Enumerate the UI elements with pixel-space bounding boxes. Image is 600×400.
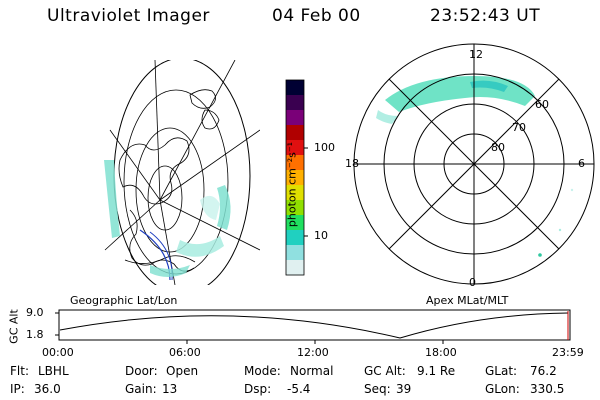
mode-label: Mode:: [244, 364, 281, 378]
glon-label: GLon:: [485, 382, 520, 396]
header-time: 23:52:43 UT: [430, 6, 541, 26]
colorbar-block: [286, 140, 304, 156]
colorbar-block: [286, 110, 304, 126]
dsp-value: -5.4: [287, 382, 311, 396]
colorbar-block: [286, 95, 304, 111]
altitude-ylabel: GC Alt: [7, 309, 21, 344]
lat-label-60: 60: [535, 98, 549, 111]
mlt-label-12: 12: [469, 48, 483, 61]
ip-label: IP:: [10, 382, 25, 396]
geographic-label: Geographic Lat/Lon: [70, 294, 178, 307]
colorbar-unit-label: photon cm⁻²s⁻¹: [285, 141, 299, 228]
gc-alt-label: GC Alt:: [364, 364, 406, 378]
color-bar: [285, 79, 308, 276]
door-label: Door:: [125, 364, 158, 378]
glon-value: 330.5: [530, 382, 565, 396]
flt-value: LBHL: [38, 364, 69, 378]
instrument-title: Ultraviolet Imager: [47, 6, 210, 26]
xtick-1800: 18:00: [425, 346, 457, 359]
colorbar-block: [286, 170, 304, 186]
colorbar-block: [286, 260, 304, 276]
lat-label-70: 70: [512, 121, 526, 134]
colorbar-block: [286, 155, 304, 171]
gc-alt-value: 9.1 Re: [417, 364, 456, 378]
colorbar-block: [286, 245, 304, 261]
xtick-0600: 06:00: [169, 346, 201, 359]
xtick-1200: 12:00: [297, 346, 329, 359]
colorbar-block: [286, 230, 304, 246]
xtick-0000: 00:00: [42, 346, 74, 359]
altitude-ytick-9: 9.0: [26, 306, 44, 319]
mlt-label-6: 6: [578, 157, 585, 170]
geographic-map: [104, 60, 260, 285]
lat-label-80: 80: [491, 141, 505, 154]
glat-label: GLat:: [485, 364, 518, 378]
mlt-label-18: 18: [345, 157, 359, 170]
altitude-plot: [55, 309, 571, 344]
colorbar-tick-10: 10: [314, 229, 328, 242]
glat-value: 76.2: [530, 364, 557, 378]
altitude-ytick-1-8: 1.8: [26, 328, 44, 341]
gain-value: 13: [162, 382, 178, 396]
mlt-label-0: 0: [469, 276, 476, 289]
seq-value: 39: [396, 382, 412, 396]
colorbar-tick-100: 100: [314, 141, 335, 154]
colorbar-block: [286, 185, 304, 201]
door-value: Open: [166, 364, 199, 378]
polar-plot: [353, 43, 595, 285]
mode-value: Normal: [290, 364, 334, 378]
colorbar-block: [286, 200, 304, 216]
colorbar-block: [286, 80, 304, 96]
seq-label: Seq:: [364, 382, 391, 396]
dsp-label: Dsp:: [244, 382, 272, 396]
header-date: 04 Feb 00: [272, 6, 361, 26]
gain-label: Gain:: [125, 382, 157, 396]
colorbar-block: [286, 125, 304, 141]
colorbar-block: [286, 215, 304, 231]
apex-label: Apex MLat/MLT: [426, 294, 509, 307]
xtick-2359: 23:59: [552, 346, 584, 359]
ip-value: 36.0: [34, 382, 61, 396]
flt-label: Flt:: [10, 364, 29, 378]
